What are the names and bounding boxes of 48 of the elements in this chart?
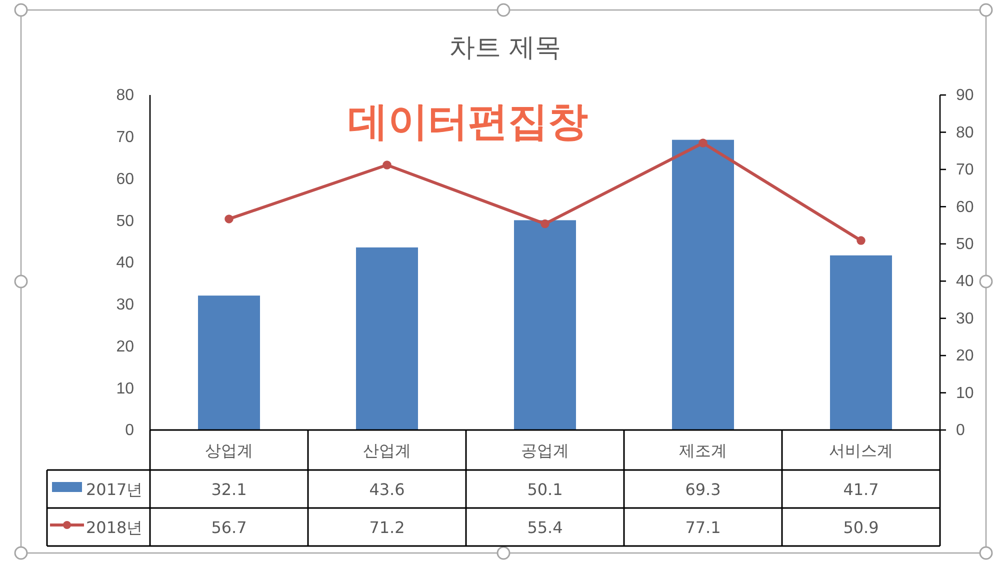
legend-label: 2018년	[86, 518, 143, 537]
data-label: 41.7	[843, 480, 879, 499]
y2-tick-label: 90	[956, 87, 974, 104]
annotation: 데이터편집창	[348, 99, 588, 145]
point	[540, 219, 550, 228]
y2-tick-label: 70	[956, 162, 974, 179]
bar	[672, 140, 734, 430]
data-label: 69.3	[685, 480, 721, 499]
bar	[514, 220, 576, 430]
y-tick-label: 40	[116, 254, 134, 272]
data-label: 56.7	[211, 518, 247, 537]
y2-tick-label: 80	[956, 124, 974, 142]
y-tick-label: 30	[116, 296, 134, 314]
data-label: 43.6	[369, 480, 405, 499]
y2-tick-label: 40	[956, 273, 974, 290]
x-tick-label: 공업계	[521, 441, 569, 460]
point	[698, 138, 708, 148]
data-label: 77.1	[685, 518, 721, 537]
point	[224, 214, 234, 224]
x-tick-label: 제조계	[679, 441, 727, 460]
y-tick-label: 0	[125, 422, 134, 440]
data-label: 55.4	[527, 518, 563, 537]
data-label: 50.1	[527, 480, 563, 499]
bar	[198, 296, 260, 430]
x-tick-label: 상업계	[205, 441, 253, 460]
data-label: 32.1	[211, 480, 247, 499]
y2-tick-label: 0	[956, 422, 965, 440]
point	[856, 236, 866, 245]
y2-tick-label: 10	[956, 384, 974, 402]
y-tick-label: 70	[116, 128, 134, 146]
y-tick-label: 20	[116, 338, 134, 356]
x-tick-label: 산업계	[363, 441, 411, 460]
y-tick-label: 10	[116, 380, 134, 398]
bar	[356, 247, 418, 430]
data-label: 71.2	[369, 518, 405, 537]
y-tick-label: 50	[116, 212, 134, 230]
bar	[830, 255, 892, 430]
y-tick-label: 60	[116, 170, 134, 188]
y2-tick-label: 30	[956, 310, 974, 328]
legend-label: 2017년	[86, 480, 143, 499]
y2-tick-label: 50	[956, 236, 974, 254]
point	[382, 160, 392, 170]
x-tick-label: 서비스계	[829, 441, 893, 460]
y2-tick-label: 60	[956, 198, 974, 216]
chart-title: 차트 제목	[448, 33, 562, 63]
data-label: 50.9	[843, 518, 879, 537]
y-tick-label: 80	[116, 87, 134, 104]
y2-tick-label: 20	[956, 348, 974, 365]
